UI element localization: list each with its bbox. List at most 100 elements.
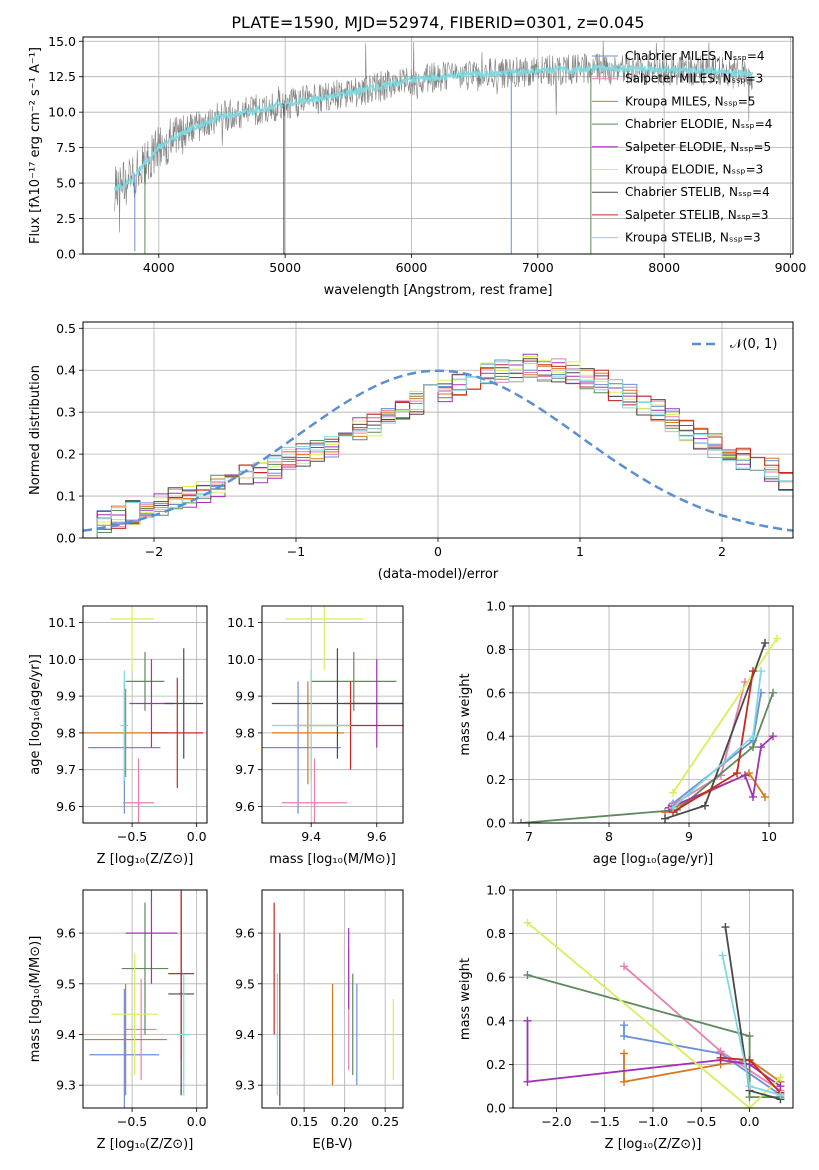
weight-marker xyxy=(523,918,532,927)
axes-age-vs-Z: −0.5 0.0 9.6 9.7 9.8 9.9 10.0 10.1 Z [log₁₀(Z/Z⊙… xyxy=(28,605,208,867)
legend-entry: Kroupa MILES, Nₛₛₚ=5 xyxy=(625,94,755,108)
x-tick-label: 4000 xyxy=(143,260,175,275)
plot-area xyxy=(262,890,403,1108)
plot-area xyxy=(83,606,207,823)
axes-frame xyxy=(512,889,794,1109)
y-tick-label: 10.1 xyxy=(48,615,76,630)
y-axis-label: Flux [fλ10⁻¹⁷ erg cm⁻² s⁻¹ A⁻¹] xyxy=(28,47,43,244)
y-tick-label: 0.8 xyxy=(486,926,506,941)
x-tick-label: 0.0 xyxy=(187,1114,207,1129)
y-tick-label: 9.5 xyxy=(235,976,255,991)
x-tick-label: 7000 xyxy=(522,260,554,275)
x-axis-label: (data-model)/error xyxy=(378,567,499,582)
y-tick-label: 9.5 xyxy=(56,976,76,991)
histogram-step xyxy=(83,356,793,538)
weight-marker xyxy=(669,788,677,797)
y-tick-label: 0.0 xyxy=(56,531,76,546)
x-tick-label: 0.15 xyxy=(290,1114,318,1129)
axes-mass-vs-Z: −0.5 0.0 9.3 9.4 9.5 9.6 Z [log₁₀(Z/Z⊙)] mass [… xyxy=(28,889,208,1152)
legend-entry: Kroupa STELIB, Nₛₛₚ=3 xyxy=(625,231,761,245)
x-axis-label: Z [log₁₀(Z/Z⊙)] xyxy=(97,1137,194,1152)
y-axis-label: mass weight xyxy=(458,958,473,1040)
plot-area xyxy=(513,890,793,1108)
axes-weight-vs-Z: −2.0 −1.5 −1.0 −0.5 0.0 0.0 0.2 0.4 0.6 0.8 1.0 Z [… xyxy=(458,883,794,1152)
axes-frame xyxy=(82,605,208,824)
y-tick-label: 0.1 xyxy=(56,489,76,504)
figure-title: PLATE=1590, MJD=52974, FIBERID=0301, z=0… xyxy=(231,13,644,32)
weight-marker xyxy=(745,1056,754,1065)
y-tick-label: 10.0 xyxy=(48,652,76,667)
x-tick-label: 0.20 xyxy=(331,1114,359,1129)
legend-entry: 𝒩(0, 1) xyxy=(730,337,777,352)
y-tick-label: 0.2 xyxy=(486,772,506,787)
x-tick-label: 0 xyxy=(434,544,442,559)
weight-marker xyxy=(733,769,741,778)
legend-entry: Kroupa ELODIE, Nₛₛₚ=3 xyxy=(625,163,763,177)
y-tick-label: 10.0 xyxy=(48,105,76,120)
weight-marker xyxy=(749,732,757,741)
axes-frame xyxy=(82,889,208,1109)
y-axis-label: age [log₁₀(age/yr)] xyxy=(28,654,43,775)
histogram-step xyxy=(83,353,793,538)
weight-line xyxy=(520,692,774,823)
y-tick-label: 0.2 xyxy=(486,1057,506,1072)
weight-marker xyxy=(620,962,629,971)
weight-marker xyxy=(523,1016,532,1025)
x-tick-label: −1.5 xyxy=(590,1114,620,1129)
weight-marker xyxy=(718,951,727,960)
plot-area xyxy=(83,322,793,538)
x-tick-label: 0.25 xyxy=(371,1114,399,1129)
weight-marker xyxy=(716,1053,725,1062)
spectrum-model-line xyxy=(114,63,753,192)
x-tick-label: −2 xyxy=(145,544,163,559)
y-tick-label: 0.8 xyxy=(486,642,506,657)
x-tick-label: 0.0 xyxy=(740,1114,760,1129)
legend-entry: Salpeter MILES, Nₛₛₚ=3 xyxy=(625,72,763,86)
weight-marker xyxy=(517,819,525,823)
weight-marker xyxy=(757,743,765,752)
y-tick-label: 7.5 xyxy=(56,140,76,155)
weight-marker xyxy=(761,792,769,801)
axes-weight-vs-age: 7 8 9 10 0.0 0.2 0.4 0.6 0.8 1.0 age [log₁₀(age/yr… xyxy=(458,599,794,867)
y-tick-label: 0.6 xyxy=(486,685,506,700)
y-tick-label: 0.4 xyxy=(486,729,506,744)
y-tick-label: 0.6 xyxy=(486,970,506,985)
y-tick-label: 12.5 xyxy=(48,69,76,84)
axes-frame xyxy=(512,605,794,824)
x-axis-label: Z [log₁₀(Z/Z⊙)] xyxy=(97,852,194,867)
y-tick-label: 10.0 xyxy=(227,652,255,667)
weight-marker xyxy=(745,1104,754,1108)
gaussian-curve xyxy=(83,369,793,532)
y-tick-label: 2.5 xyxy=(56,211,76,226)
weight-marker xyxy=(620,1032,629,1041)
x-tick-label: −1.0 xyxy=(638,1114,668,1129)
plot-area xyxy=(83,37,793,254)
axes-frame xyxy=(82,321,794,539)
weight-marker xyxy=(701,801,709,810)
axes-age-vs-mass: 9.4 9.6 9.6 9.7 9.8 9.9 10.0 10.1 mass [log₁₀(M/… xyxy=(227,605,404,867)
x-tick-label: 6000 xyxy=(396,260,428,275)
weight-marker xyxy=(745,1032,754,1041)
weight-line xyxy=(670,681,746,807)
y-tick-label: 0.5 xyxy=(56,321,76,336)
y-tick-label: 9.4 xyxy=(56,1027,76,1042)
x-axis-label: age [log₁₀(age/yr)] xyxy=(593,852,714,867)
x-tick-label: 0.0 xyxy=(187,829,207,844)
weight-marker xyxy=(776,1073,785,1082)
x-axis-label: E(B-V) xyxy=(312,1137,352,1152)
weight-marker xyxy=(773,634,781,643)
x-axis-label: wavelength [Angstrom, rest frame] xyxy=(324,283,553,298)
axes-frame xyxy=(261,605,404,824)
axes-frame xyxy=(82,36,794,255)
y-tick-label: 9.6 xyxy=(235,799,255,814)
y-tick-label: 9.7 xyxy=(56,762,76,777)
plot-area xyxy=(513,606,793,823)
y-tick-label: 9.8 xyxy=(235,725,255,740)
weight-marker xyxy=(749,792,757,801)
x-tick-label: 9 xyxy=(685,829,693,844)
y-tick-label: 0.3 xyxy=(56,405,76,420)
plot-area xyxy=(83,890,207,1108)
weight-marker xyxy=(721,923,730,932)
y-tick-label: 0.0 xyxy=(486,1101,506,1116)
y-tick-label: 0.4 xyxy=(56,363,76,378)
